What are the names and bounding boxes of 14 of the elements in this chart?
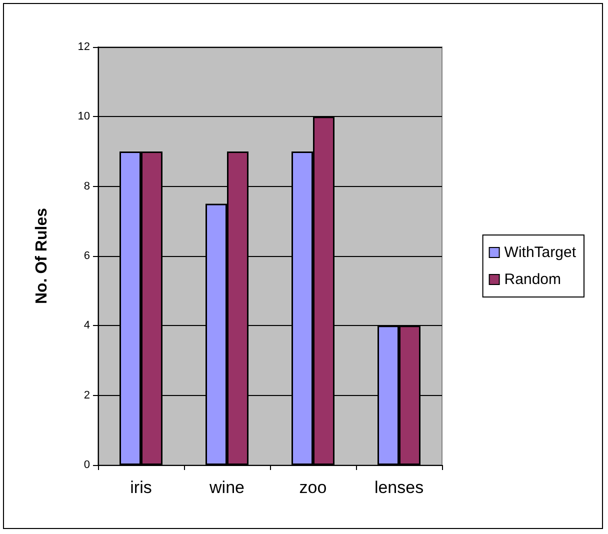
x-tick-label: wine: [208, 478, 244, 497]
y-axis-title: No. Of Rules: [34, 208, 50, 304]
legend-label: WithTarget: [504, 244, 577, 261]
y-tick-label: 2: [84, 389, 90, 402]
legend-label: Random: [504, 271, 562, 288]
y-tick-label: 4: [84, 320, 90, 332]
y-tick-label: 10: [78, 110, 90, 123]
y-tick-label: 8: [84, 180, 90, 192]
x-tick-label: zoo: [299, 478, 327, 497]
y-tick-label: 0: [84, 459, 90, 471]
x-tick-label: lenses: [374, 478, 424, 497]
y-tick-label: 12: [78, 41, 90, 53]
y-tick-label: 6: [84, 250, 90, 262]
x-tick-label: iris: [130, 478, 152, 497]
